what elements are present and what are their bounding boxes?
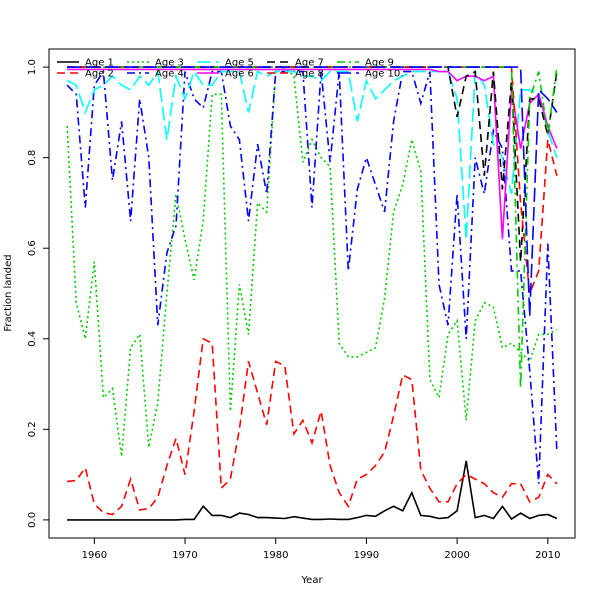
series-layer [66,66,558,521]
legend-label-age-4: Age 4 [155,69,184,80]
y-tick-label: 0.2 [27,421,38,437]
legend-label-age-1: Age 1 [85,58,114,69]
series-line-age-1 [67,460,558,521]
legend-label-age-3: Age 3 [155,58,184,69]
y-axis: 0.0 0.2 0.4 0.6 0.8 1.0 [27,59,49,528]
legend-label-age-10: Age 10 [365,69,400,80]
x-axis-label: Year [300,575,323,586]
x-axis: 1960 1970 1980 1990 2000 2010 [82,538,561,561]
legend-label-age-2: Age 2 [85,69,114,80]
series-line-age-10 [67,66,558,317]
legend-label-age-6: Age 6 [225,69,254,80]
series-line-age-4 [66,69,558,484]
legend-label-age-5: Age 5 [225,58,254,69]
y-tick-label: 0.0 [27,512,38,528]
series-line-age-3 [66,66,558,457]
x-tick-label: 2010 [535,550,560,561]
legend-label-age-8: Age 8 [295,69,324,80]
y-tick-label: 0.6 [27,240,38,256]
y-tick-label: 0.8 [27,150,38,166]
x-tick-label: 2000 [444,550,469,561]
y-tick-label: 0.4 [27,331,38,347]
x-tick-label: 1960 [82,550,107,561]
x-tick-label: 1980 [263,550,288,561]
legend-label-age-9: Age 9 [365,58,394,69]
series-line-age-2 [67,337,558,516]
y-axis-label: Fraction landed [3,254,14,331]
x-tick-label: 1990 [354,550,379,561]
x-tick-label: 1970 [172,550,197,561]
plot-frame [48,48,576,539]
legend-label-age-7: Age 7 [295,58,324,69]
y-tick-label: 1.0 [27,59,38,75]
